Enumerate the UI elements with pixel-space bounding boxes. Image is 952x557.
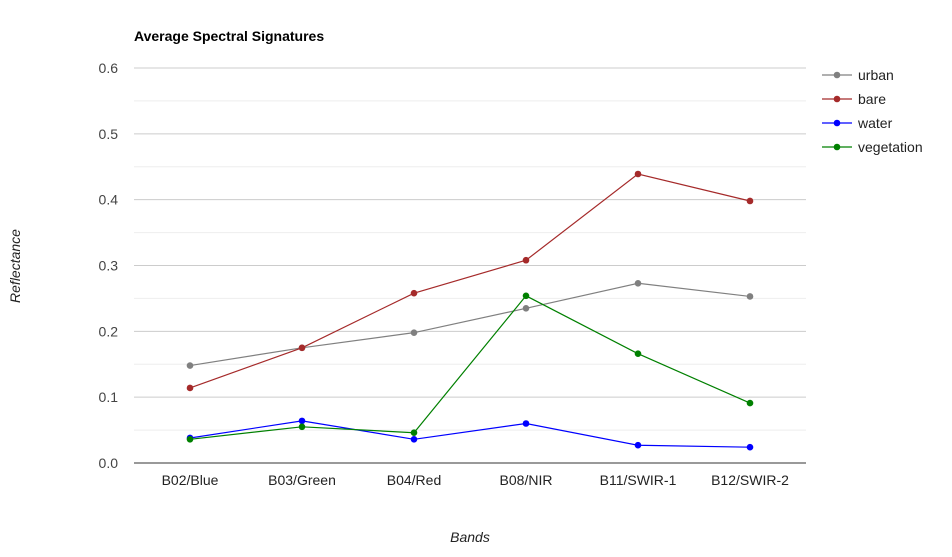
x-tick-label: B04/Red: [387, 472, 441, 488]
legend-label: vegetation: [858, 139, 923, 155]
series-urban: [186, 279, 754, 369]
data-point-vegetation[interactable]: [186, 436, 194, 443]
data-point-urban[interactable]: [522, 304, 530, 312]
data-point-bare[interactable]: [298, 344, 306, 352]
x-tick-label: B03/Green: [268, 472, 336, 488]
data-point-urban[interactable]: [186, 362, 194, 369]
legend-marker: [833, 119, 841, 127]
x-tick-label: B08/NIR: [500, 472, 553, 488]
series-line-urban: [189, 282, 751, 367]
series-line-water: [189, 420, 751, 448]
series-vegetation: [186, 292, 754, 443]
data-point-bare[interactable]: [634, 170, 642, 178]
legend-marker: [833, 95, 841, 103]
data-point-water[interactable]: [522, 420, 530, 427]
data-point-water[interactable]: [298, 417, 306, 425]
data-point-bare[interactable]: [522, 256, 530, 264]
x-tick-label: B11/SWIR-1: [600, 472, 677, 488]
data-point-bare[interactable]: [746, 197, 754, 205]
data-point-vegetation[interactable]: [410, 429, 418, 437]
x-tick-label: B02/Blue: [162, 472, 219, 488]
series-line-vegetation: [189, 295, 751, 440]
legend-marker: [833, 71, 841, 79]
legend-item-vegetation[interactable]: vegetation: [822, 139, 923, 155]
data-point-water[interactable]: [410, 436, 418, 443]
data-point-bare[interactable]: [186, 384, 194, 392]
data-point-water[interactable]: [634, 441, 642, 449]
y-tick-label: 0.0: [99, 455, 119, 471]
legend-label: water: [857, 115, 893, 131]
x-tick-label: B12/SWIR-2: [711, 472, 789, 488]
chart-title: Average Spectral Signatures: [134, 28, 324, 44]
y-tick-label: 0.3: [99, 258, 119, 274]
y-tick-label: 0.6: [99, 60, 119, 76]
data-point-urban[interactable]: [746, 293, 754, 300]
legend-item-bare[interactable]: bare: [822, 91, 886, 107]
legend-label: urban: [858, 67, 894, 83]
y-tick-label: 0.2: [99, 323, 119, 339]
data-point-vegetation[interactable]: [634, 350, 642, 358]
y-axis-label: Reflectance: [7, 229, 23, 303]
gridlines: [134, 67, 806, 431]
y-tick-label: 0.1: [99, 389, 119, 405]
data-point-vegetation[interactable]: [298, 423, 306, 431]
series-bare: [186, 170, 754, 392]
series-water: [186, 417, 754, 451]
data-point-vegetation[interactable]: [746, 399, 754, 407]
x-axis-label: Bands: [450, 529, 490, 545]
series-line-bare: [189, 173, 751, 389]
data-point-water[interactable]: [746, 443, 754, 451]
legend[interactable]: urban bare water vegetation: [822, 67, 923, 155]
axes: 0.0 0.1 0.2 0.3 0.4 0.5 0.6 B02/Blue B03/Green B0…: [99, 60, 806, 488]
data-point-urban[interactable]: [410, 329, 418, 336]
legend-marker: [833, 143, 841, 151]
legend-label: bare: [858, 91, 886, 107]
y-tick-label: 0.5: [99, 126, 119, 142]
y-tick-label: 0.4: [99, 192, 119, 208]
legend-item-urban[interactable]: urban: [822, 67, 894, 83]
legend-item-water[interactable]: water: [822, 115, 893, 131]
data-point-vegetation[interactable]: [522, 292, 530, 300]
data-point-urban[interactable]: [634, 279, 642, 287]
series-lines: [186, 170, 754, 451]
data-point-bare[interactable]: [410, 289, 418, 297]
